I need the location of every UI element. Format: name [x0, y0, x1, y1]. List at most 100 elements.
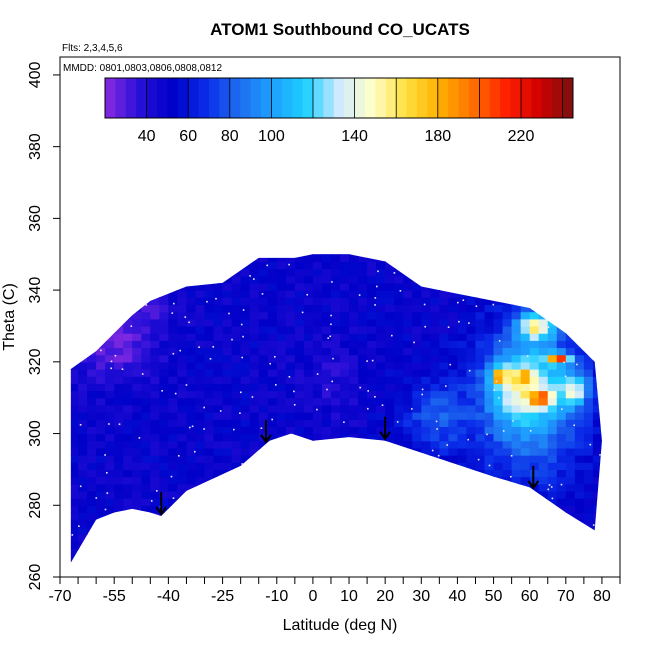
heatmap-cell: [358, 297, 368, 306]
heatmap-cell: [285, 440, 296, 449]
heatmap-cell: [556, 340, 567, 349]
heatmap-cell: [222, 347, 233, 356]
heatmap-cell: [349, 254, 359, 263]
heatmap-cell: [213, 369, 224, 377]
observation-point: [234, 500, 237, 502]
heatmap-cell: [87, 426, 97, 435]
heatmap-cell: [150, 526, 160, 535]
heatmap-cell: [96, 469, 106, 478]
observation-point: [560, 483, 563, 486]
heatmap-cell: [204, 254, 215, 255]
heatmap-cell: [466, 490, 477, 499]
heatmap-cell: [186, 412, 197, 420]
heatmap-cell: [430, 304, 440, 313]
observation-point: [212, 346, 215, 348]
heatmap-cell: [276, 340, 287, 349]
heatmap-cell: [547, 361, 558, 370]
observation-point: [370, 481, 373, 484]
heatmap-cell: [70, 254, 79, 263]
heatmap-cell: [367, 563, 377, 571]
heatmap-cell: [240, 383, 251, 392]
observation-point: [316, 510, 319, 512]
heatmap-cell: [249, 325, 260, 334]
observation-point: [512, 420, 514, 422]
heatmap-cell: [421, 390, 431, 399]
heatmap-cell: [159, 440, 169, 449]
heatmap-cell: [330, 390, 341, 399]
heatmap-cell: [412, 304, 422, 313]
heatmap-cell: [87, 254, 97, 263]
heatmap-cell: [285, 548, 296, 557]
heatmap-cell: [294, 282, 305, 291]
heatmap-cell: [358, 325, 368, 334]
heatmap-cell: [186, 541, 197, 549]
observation-point: [367, 390, 369, 392]
heatmap-cell: [439, 369, 449, 377]
observation-point: [100, 349, 102, 352]
heatmap-cell: [105, 526, 115, 535]
heatmap-cell: [340, 455, 350, 463]
heatmap-cell: [340, 297, 350, 306]
heatmap-cell: [123, 412, 133, 420]
heatmap-cell: [204, 261, 215, 270]
heatmap-cell: [340, 483, 350, 492]
heatmap-cell: [484, 498, 495, 506]
observation-point: [161, 390, 163, 392]
heatmap-cell: [132, 261, 142, 270]
heatmap-cell: [195, 440, 206, 449]
heatmap-cell: [312, 318, 323, 327]
heatmap-cell: [177, 426, 188, 435]
heatmap-cell: [114, 419, 124, 427]
heatmap-cell: [132, 419, 142, 427]
heatmap-cell: [358, 340, 368, 349]
heatmap-cell: [574, 347, 585, 356]
heatmap-cell: [204, 419, 215, 427]
heatmap-cell: [141, 548, 151, 557]
heatmap-cell: [394, 297, 404, 306]
heatmap-cell: [186, 369, 197, 377]
heatmap-cell: [583, 275, 594, 284]
heatmap-cell: [267, 519, 278, 528]
heatmap-cell: [448, 369, 459, 377]
heatmap-cell: [249, 369, 260, 377]
heatmap-cell: [358, 490, 368, 499]
heatmap-cell: [403, 254, 413, 263]
heatmap-cell: [195, 354, 206, 363]
observation-point: [282, 457, 284, 459]
heatmap-cell: [538, 555, 549, 563]
observation-point: [486, 433, 488, 436]
observation-point: [137, 259, 139, 261]
colorbar-swatch: [406, 78, 418, 118]
heatmap-cell: [330, 404, 341, 413]
heatmap-cell: [493, 548, 504, 557]
heatmap-cell: [502, 455, 513, 463]
heatmap-cell: [484, 333, 495, 341]
heatmap-cell: [556, 469, 567, 478]
heatmap-cell: [285, 541, 296, 549]
heatmap-cell: [475, 440, 486, 449]
heatmap-cell: [186, 282, 197, 291]
heatmap-cell: [502, 383, 513, 392]
heatmap-cell: [249, 390, 260, 399]
observation-point: [249, 275, 251, 277]
heatmap-cell: [340, 498, 350, 506]
heatmap-cell: [547, 455, 558, 463]
heatmap-cell: [321, 548, 332, 557]
heatmap-cell: [159, 404, 169, 413]
observation-point: [435, 420, 438, 423]
heatmap-cell: [240, 404, 251, 413]
heatmap-cell: [132, 254, 142, 263]
heatmap-cell: [330, 318, 341, 327]
heatmap-cell: [457, 563, 467, 571]
heatmap-cell: [222, 519, 233, 528]
observation-point: [275, 384, 277, 386]
heatmap-cell: [312, 261, 323, 270]
heatmap-cell: [312, 297, 323, 306]
heatmap-cell: [403, 383, 413, 392]
heatmap-cell: [258, 455, 269, 463]
heatmap-cell: [511, 369, 522, 377]
heatmap-cell: [303, 447, 314, 456]
observation-point: [374, 297, 377, 299]
heatmap-cell: [520, 426, 531, 435]
heatmap-cell: [294, 419, 305, 427]
